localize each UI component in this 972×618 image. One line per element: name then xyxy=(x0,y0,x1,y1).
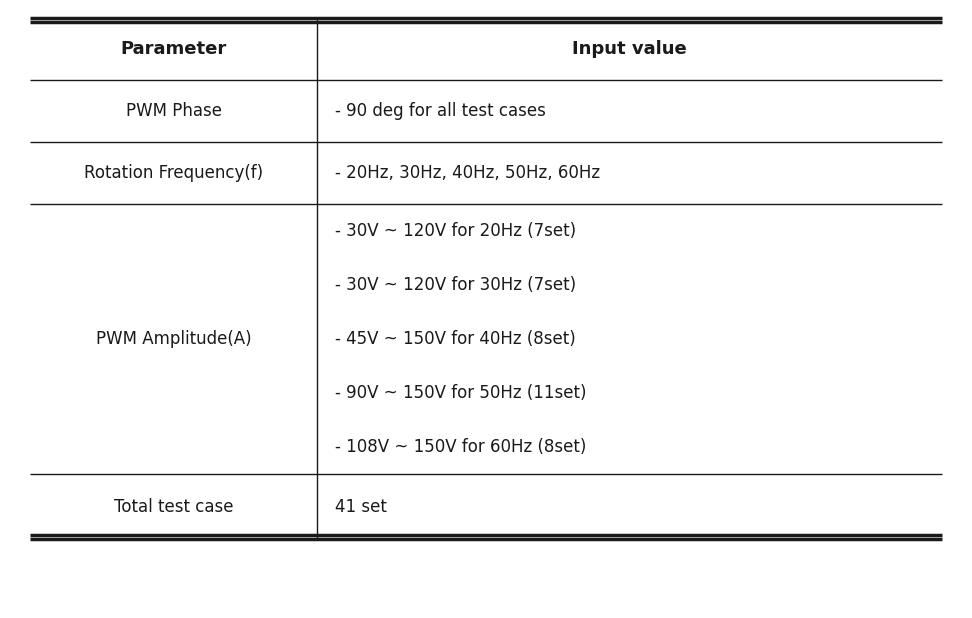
Text: Rotation Frequency(f): Rotation Frequency(f) xyxy=(84,164,263,182)
Text: - 20Hz, 30Hz, 40Hz, 50Hz, 60Hz: - 20Hz, 30Hz, 40Hz, 50Hz, 60Hz xyxy=(335,164,601,182)
Text: - 30V ~ 120V for 30Hz (7set): - 30V ~ 120V for 30Hz (7set) xyxy=(335,276,576,294)
Text: Total test case: Total test case xyxy=(114,497,233,515)
Text: PWM Amplitude(A): PWM Amplitude(A) xyxy=(96,330,252,348)
Text: Parameter: Parameter xyxy=(121,40,226,58)
Text: - 90V ~ 150V for 50Hz (11set): - 90V ~ 150V for 50Hz (11set) xyxy=(335,384,587,402)
Text: - 90 deg for all test cases: - 90 deg for all test cases xyxy=(335,102,546,120)
Text: - 30V ~ 120V for 20Hz (7set): - 30V ~ 120V for 20Hz (7set) xyxy=(335,222,576,240)
Text: - 108V ~ 150V for 60Hz (8set): - 108V ~ 150V for 60Hz (8set) xyxy=(335,438,587,456)
Text: PWM Phase: PWM Phase xyxy=(125,102,222,120)
Text: 41 set: 41 set xyxy=(335,497,387,515)
Text: - 45V ~ 150V for 40Hz (8set): - 45V ~ 150V for 40Hz (8set) xyxy=(335,330,576,348)
Text: Input value: Input value xyxy=(573,40,687,58)
